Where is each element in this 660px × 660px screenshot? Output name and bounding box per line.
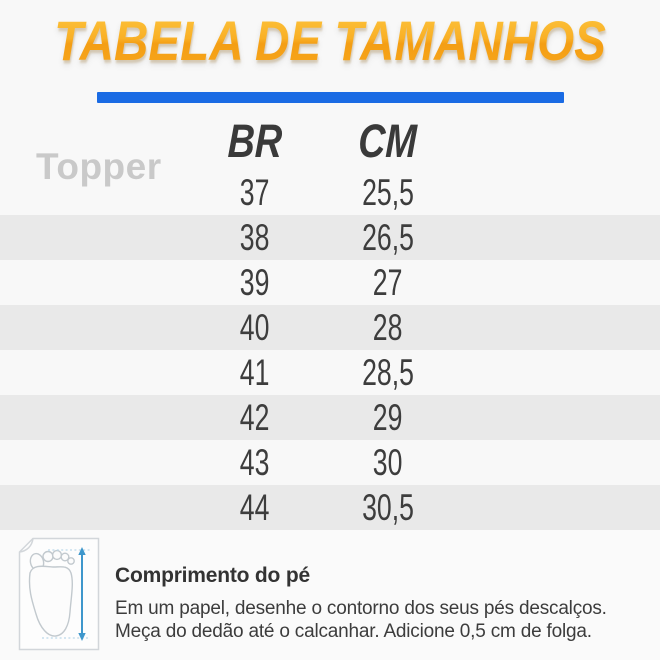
footer-background [0,530,660,660]
table-row: 38 26,5 [0,215,660,260]
foot-measure-icon [18,537,100,651]
cell-cm: 25,5 [362,172,414,213]
foot-outline [28,549,75,637]
table-row: 37 25,5 [0,170,660,215]
cell-br: 37 [240,172,270,213]
table-row: 44 30,5 [0,485,660,530]
column-header-br-label: BR [227,114,283,167]
column-header-br: BR [190,114,320,168]
table-row: 39 27 [0,260,660,305]
table-row: 43 30 [0,440,660,485]
cell-cm: 30 [373,442,403,483]
cell-br: 39 [240,262,270,303]
column-header-cm: CM [318,114,458,168]
table-row: 41 28,5 [0,350,660,395]
cell-cm: 28,5 [362,352,414,393]
cell-cm: 29 [373,397,403,438]
cell-br: 41 [240,352,270,393]
column-header-cm-label: CM [358,114,418,167]
table-row: 42 29 [0,395,660,440]
footer-instruction-line-2: Meça do dedão até o calcanhar. Adicione … [115,621,592,642]
footer-instruction-line-1: Em um papel, desenhe o contorno dos seus… [115,598,607,619]
measure-arrow [42,547,90,641]
cell-br: 43 [240,442,270,483]
size-table: 37 25,5 38 26,5 39 27 40 28 41 28,5 42 2… [0,170,660,530]
cell-br: 38 [240,217,270,258]
cell-cm: 26,5 [362,217,414,258]
footer-heading: Comprimento do pé [115,564,310,587]
brand-watermark: Topper [36,146,162,187]
cell-cm: 30,5 [362,487,414,528]
cell-cm: 27 [373,262,403,303]
paper-fold [19,538,34,553]
cell-br: 44 [240,487,270,528]
table-row: 40 28 [0,305,660,350]
cell-br: 40 [240,307,270,348]
page-title: TABELA DE TAMANHOS [50,8,611,74]
cell-cm: 28 [373,307,403,348]
divider-line [97,92,564,103]
cell-br: 42 [240,397,270,438]
